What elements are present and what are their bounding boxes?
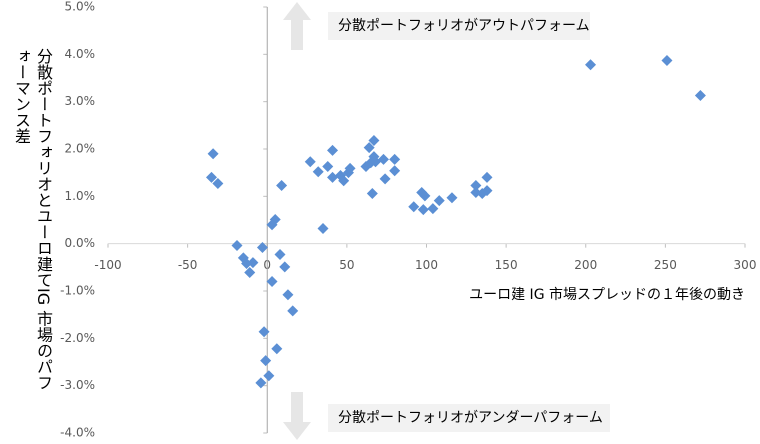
point bbox=[322, 161, 334, 173]
y-tick-label: 1.0% bbox=[65, 189, 96, 203]
annotation-box bbox=[328, 12, 590, 40]
point bbox=[585, 59, 597, 71]
x-tick-label: 100 bbox=[415, 258, 438, 272]
point bbox=[379, 173, 391, 185]
point bbox=[212, 178, 224, 190]
point bbox=[481, 171, 493, 183]
point bbox=[433, 195, 445, 207]
point bbox=[389, 153, 401, 165]
point bbox=[304, 156, 316, 168]
x-tick-label: 150 bbox=[495, 258, 518, 272]
point bbox=[470, 179, 482, 191]
point bbox=[327, 144, 339, 156]
x-label-box bbox=[408, 283, 753, 307]
point bbox=[271, 343, 283, 355]
x-tick-label: 300 bbox=[734, 258, 757, 272]
point bbox=[481, 185, 493, 197]
point bbox=[263, 370, 275, 382]
y-tick-label: 3.0% bbox=[65, 94, 96, 108]
y-tick-label: 4.0% bbox=[65, 47, 96, 61]
point bbox=[231, 240, 243, 252]
y-tick-label: -3.0% bbox=[60, 378, 95, 392]
point bbox=[247, 257, 259, 269]
y-tick-label: 5.0% bbox=[65, 0, 96, 14]
y-tick-label: -1.0% bbox=[60, 284, 95, 298]
point bbox=[344, 162, 356, 174]
point bbox=[368, 134, 380, 146]
y-axis-label: 分散ポートフォリオとユーロ建てIG 市場のパフォーマンス差 bbox=[12, 48, 53, 391]
x-tick-label: 200 bbox=[574, 258, 597, 272]
x-tick-label: 250 bbox=[654, 258, 677, 272]
point bbox=[256, 241, 268, 253]
annotation: 分散ポートフォリオがアンダーパフォーム bbox=[338, 410, 603, 426]
point bbox=[694, 90, 706, 102]
point bbox=[206, 171, 218, 183]
point bbox=[244, 267, 256, 279]
y-tick-label: -4.0% bbox=[60, 426, 95, 440]
x-axis-label: ユーロ建 IG 市場スプレッドの１年後の動き bbox=[469, 286, 745, 303]
point bbox=[207, 148, 219, 160]
point bbox=[661, 54, 673, 66]
point bbox=[260, 355, 272, 367]
point bbox=[282, 289, 294, 301]
point bbox=[417, 204, 429, 216]
point bbox=[408, 201, 420, 213]
annotation-box bbox=[328, 404, 610, 432]
down-arrow bbox=[283, 392, 311, 440]
point bbox=[276, 179, 288, 191]
y-tick-label: -2.0% bbox=[60, 331, 95, 345]
point bbox=[269, 214, 281, 226]
y-tick-label: 0.0% bbox=[65, 236, 96, 250]
point bbox=[317, 223, 329, 235]
point bbox=[419, 190, 431, 202]
point bbox=[363, 142, 375, 154]
point bbox=[366, 187, 378, 199]
up-arrow bbox=[283, 2, 311, 50]
point bbox=[312, 166, 324, 178]
point bbox=[327, 171, 339, 183]
point bbox=[338, 175, 350, 187]
point bbox=[255, 377, 267, 389]
point bbox=[266, 276, 278, 288]
annotation: 分散ポートフォリオがアウトパフォーム bbox=[338, 18, 590, 34]
point bbox=[258, 326, 270, 338]
x-tick-label: 50 bbox=[339, 258, 354, 272]
x-tick-label: -100 bbox=[94, 258, 121, 272]
point bbox=[389, 165, 401, 177]
point bbox=[274, 249, 286, 261]
point bbox=[427, 203, 439, 215]
y-tick-label: 2.0% bbox=[65, 142, 96, 156]
x-tick-label: -50 bbox=[178, 258, 198, 272]
point bbox=[378, 153, 390, 165]
point bbox=[370, 156, 382, 168]
point bbox=[287, 305, 299, 317]
point bbox=[446, 192, 458, 204]
point bbox=[279, 261, 291, 273]
